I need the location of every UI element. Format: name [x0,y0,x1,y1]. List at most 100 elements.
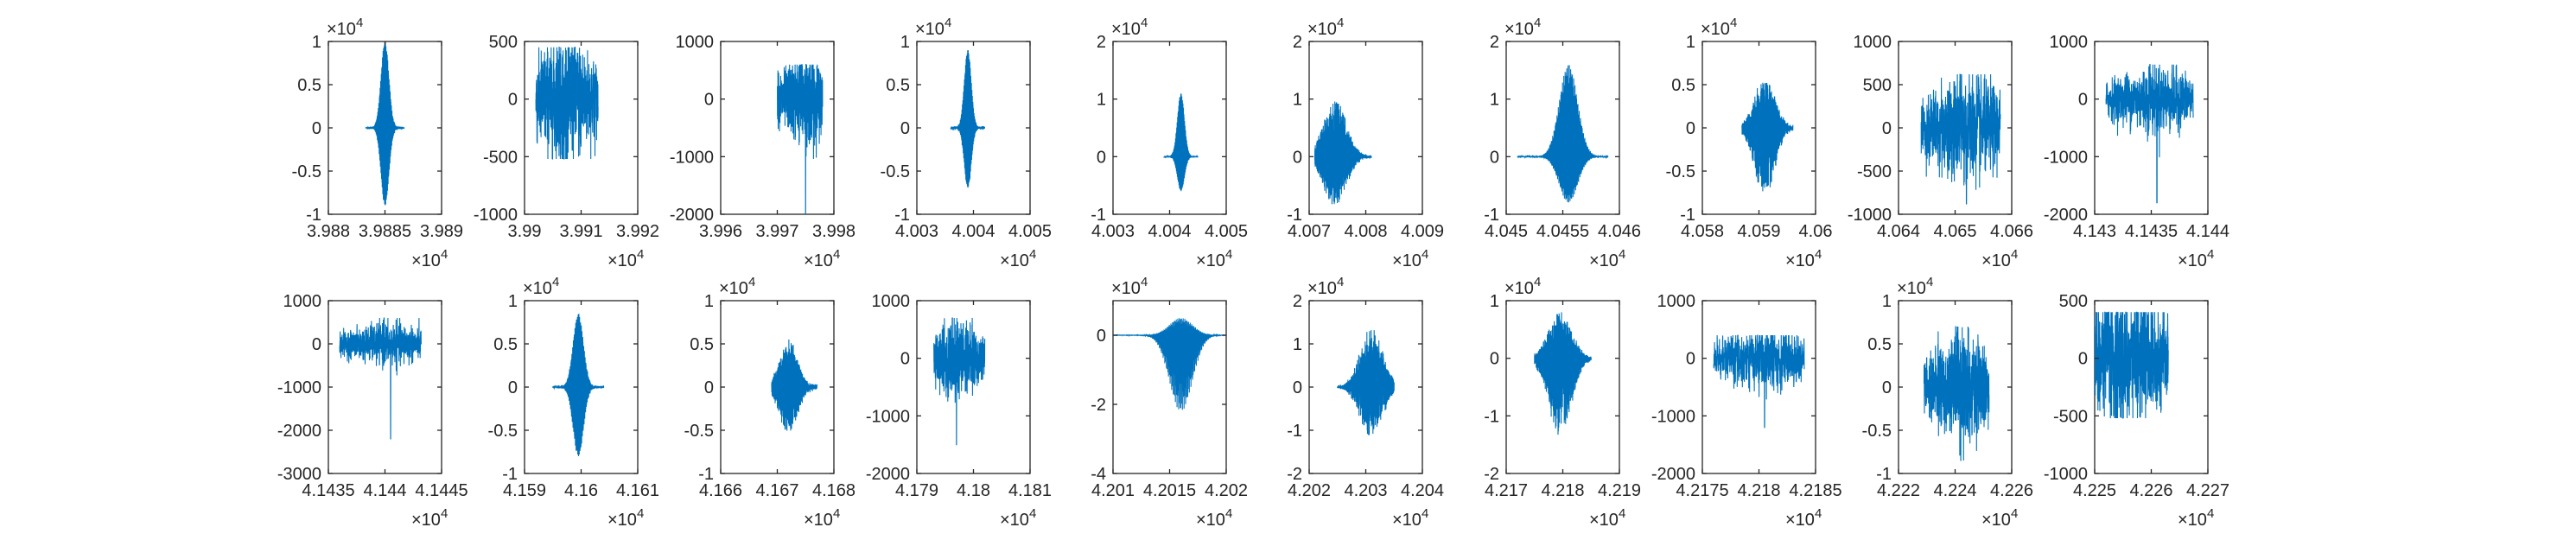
y-tick-label: 0 [1882,119,1892,138]
signal-trace [1920,73,2001,205]
y-tick-label: 0.5 [886,76,910,95]
y-exponent-label: ×104 [719,275,755,298]
axes-box [2094,41,2209,215]
signal-trace [552,314,605,457]
y-tick-label: 1 [1097,91,1106,110]
y-tick-label: -1 [502,465,518,484]
signal-trace [1313,101,1372,205]
y-tick-label: -1000 [866,407,910,426]
x-tick-label: 4.167 [755,481,798,500]
y-tick-label: 1 [1882,292,1892,311]
x-tick-label: 4.168 [812,481,855,500]
signal-trace [535,47,599,160]
x-exponent-label: ×104 [411,506,448,530]
y-tick-label: -2000 [277,422,321,441]
y-tick-label: -1000 [2044,465,2088,484]
y-tick-label: -1 [894,206,910,225]
x-tick-label: 4.218 [1737,481,1780,500]
x-tick-label: 4.144 [2186,222,2229,241]
y-exponent-label-power: 4 [1926,275,1933,289]
x-exponent-label-power: 4 [1619,506,1625,521]
y-tick-label: -500 [1857,162,1892,181]
y-tick-label: -1 [1484,407,1499,426]
y-tick-label: -1 [1876,465,1892,484]
y-tick-label: -2000 [2044,206,2088,225]
x-tick-label: 4.202 [1205,481,1248,500]
signal-trace [2105,64,2194,204]
x-tick-label: 4.1445 [415,481,467,500]
x-exponent-label-power: 4 [1422,247,1428,262]
subplot-10: 4.143 4.1435 4.144 -2000 -1000 0 1000 ×104 [2044,33,2229,270]
y-tick-label: -3000 [277,465,321,484]
y-tick-label: 0.5 [1671,76,1695,95]
subplot-6: 4.007 4.008 4.009 -1 0 1 2 ×104 ×104 [1287,16,1444,270]
x-exponent-label: ×104 [804,247,840,270]
x-tick-label: 4.203 [1344,481,1387,500]
x-tick-label: 3.991 [559,222,602,241]
x-exponent-label: ×104 [1392,247,1428,270]
x-tick-label: 4.204 [1401,481,1444,500]
x-exponent-label: ×104 [2178,506,2214,530]
y-exponent-label-power: 4 [356,16,363,30]
x-exponent-label-power: 4 [1225,506,1232,521]
y-tick-label: 1 [1490,292,1499,311]
x-exponent-label: ×104 [411,247,448,270]
y-tick-label: 0 [312,335,321,354]
y-tick-label: -1000 [2044,148,2088,167]
signal-trace [933,317,986,446]
y-tick-label: 1 [704,292,714,311]
axes-box [328,300,442,474]
y-tick-label: 0 [508,91,518,110]
x-tick-label: 4.058 [1681,222,1724,241]
subplot-2: 3.99 3.991 3.992 -1000 -500 0 500 ×104 [474,33,659,270]
x-tick-label: 4.161 [616,481,659,500]
signal-trace [950,50,986,188]
y-tick-label: 0 [1686,350,1695,369]
subplot-12: 4.159 4.16 4.161 -1 -0.5 0 0.5 1 ×104 ×104 [488,275,660,530]
x-tick-label: 4.227 [2186,481,2229,500]
x-tick-label: 4.059 [1737,222,1780,241]
y-tick-label: 1000 [1657,292,1696,311]
x-exponent-label-power: 4 [2207,247,2214,262]
signal-trace [1517,65,1609,203]
x-exponent-label-power: 4 [1815,506,1822,521]
y-tick-label: 0 [1097,327,1106,346]
x-exponent-label: ×104 [607,506,644,530]
x-tick-label: 4.1435 [2125,222,2178,241]
y-tick-label: -0.5 [488,422,518,441]
signal-trace [2095,311,2169,419]
y-tick-label: -0.5 [881,162,910,181]
x-tick-label: 3.99 [508,222,542,241]
y-tick-label: -1 [1287,206,1302,225]
x-exponent-label: ×104 [1785,506,1822,530]
y-tick-label: -1000 [670,148,714,167]
y-exponent-label-power: 4 [1337,275,1344,289]
x-exponent-label-power: 4 [1815,247,1822,262]
y-tick-label: 1000 [2050,33,2089,52]
y-tick-label: -1 [1091,206,1106,225]
y-tick-label: 0.5 [297,76,321,95]
x-exponent-label-power: 4 [441,247,448,262]
x-tick-label: 4.066 [1990,222,2033,241]
x-tick-label: 4.226 [1990,481,2033,500]
x-tick-label: 4.143 [2073,222,2116,241]
y-tick-label: 1000 [872,292,911,311]
x-tick-label: 4.166 [699,481,742,500]
subplot-16: 4.202 4.203 4.204 -2 -1 0 1 2 ×104 ×104 [1287,275,1444,530]
subplot-18: 4.2175 4.218 4.2185 -2000 -1000 0 1000 ×104 [1651,292,1842,530]
x-exponent-label: ×104 [1000,506,1036,530]
x-tick-label: 4.144 [363,481,406,500]
x-tick-label: 4.224 [1933,481,1976,500]
x-tick-label: 4.045 [1485,222,1528,241]
y-exponent-label: ×104 [523,275,559,298]
x-exponent-label: ×104 [607,247,644,270]
y-tick-label: 1 [1293,91,1302,110]
x-tick-label: 4.222 [1877,481,1920,500]
subplot-15: 4.201 4.2015 4.202 -4 -2 0 ×104 ×104 [1091,275,1248,530]
x-tick-label: 4.009 [1401,222,1444,241]
x-tick-label: 4.219 [1598,481,1641,500]
y-tick-label: 0 [704,91,714,110]
y-tick-label: 500 [1863,76,1892,95]
y-tick-label: -2000 [670,206,714,225]
